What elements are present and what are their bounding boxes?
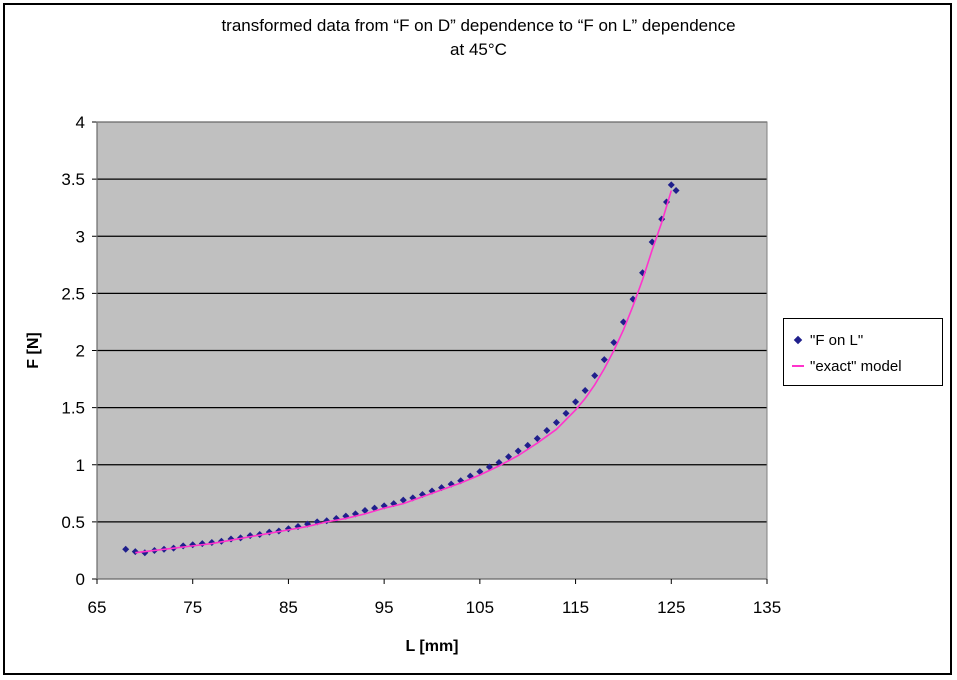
y-tick-label: 2: [76, 342, 85, 361]
data-point-f-on-l: [581, 386, 589, 394]
chart-title-block: transformed data from “F on D” dependenc…: [0, 14, 957, 62]
data-point-f-on-l: [600, 356, 608, 364]
legend-item-exact-model: "exact" model: [792, 355, 902, 377]
legend-label: "exact" model: [810, 357, 902, 375]
data-point-f-on-l: [131, 548, 139, 556]
y-tick-label: 0: [76, 570, 85, 589]
chart-subtitle: at 45°C: [450, 40, 507, 59]
y-tick-label: 4: [76, 113, 85, 132]
series-layer: [122, 181, 680, 557]
legend-item-f-on-l: "F on L": [792, 329, 863, 351]
diamond-marker-icon: [792, 334, 804, 346]
data-point-f-on-l: [591, 372, 599, 380]
data-point-f-on-l: [505, 453, 513, 461]
y-axis-title: F [N]: [25, 332, 42, 368]
data-point-f-on-l: [562, 409, 570, 417]
y-tick-label: 3.5: [61, 170, 85, 189]
y-tick-label: 1.5: [61, 399, 85, 418]
line-swatch-icon: [792, 360, 804, 372]
data-point-f-on-l: [399, 496, 407, 504]
data-point-f-on-l: [122, 545, 130, 553]
series-line-exact-model: [135, 190, 673, 554]
data-point-f-on-l: [533, 434, 541, 442]
data-point-f-on-l: [361, 506, 369, 514]
x-axis-title: L [mm]: [405, 638, 458, 655]
y-tick-label: 1: [76, 456, 85, 475]
plot-border: [96, 121, 768, 580]
data-point-f-on-l: [572, 398, 580, 406]
axes: 0 0.5 1 1.5 2 2.5 3 3.5 4 65 75 85 95 105 115 125 135: [61, 113, 781, 617]
data-point-f-on-l: [552, 418, 560, 426]
x-tick-label: 95: [375, 598, 394, 617]
legend: "F on L" "exact" model: [783, 318, 943, 386]
x-tick-label: 85: [279, 598, 298, 617]
data-point-f-on-l: [610, 339, 618, 347]
legend-label: "F on L": [810, 331, 864, 349]
y-tick-label: 2.5: [61, 284, 85, 303]
data-point-f-on-l: [672, 187, 680, 195]
data-point-f-on-l: [543, 426, 551, 434]
x-tick-label: 105: [466, 598, 494, 617]
x-tick-label: 135: [753, 598, 781, 617]
y-tick-label: 3: [76, 227, 85, 246]
x-tick-label: 115: [562, 598, 589, 617]
chart-title: transformed data from “F on D” dependenc…: [221, 16, 736, 35]
x-tick-label: 125: [657, 598, 685, 617]
data-point-f-on-l: [524, 441, 532, 449]
x-tick-label: 75: [183, 598, 202, 617]
data-point-f-on-l: [514, 447, 522, 455]
y-tick-label: 0.5: [61, 513, 85, 532]
data-point-f-on-l: [667, 181, 675, 189]
x-tick-label: 65: [88, 598, 107, 617]
